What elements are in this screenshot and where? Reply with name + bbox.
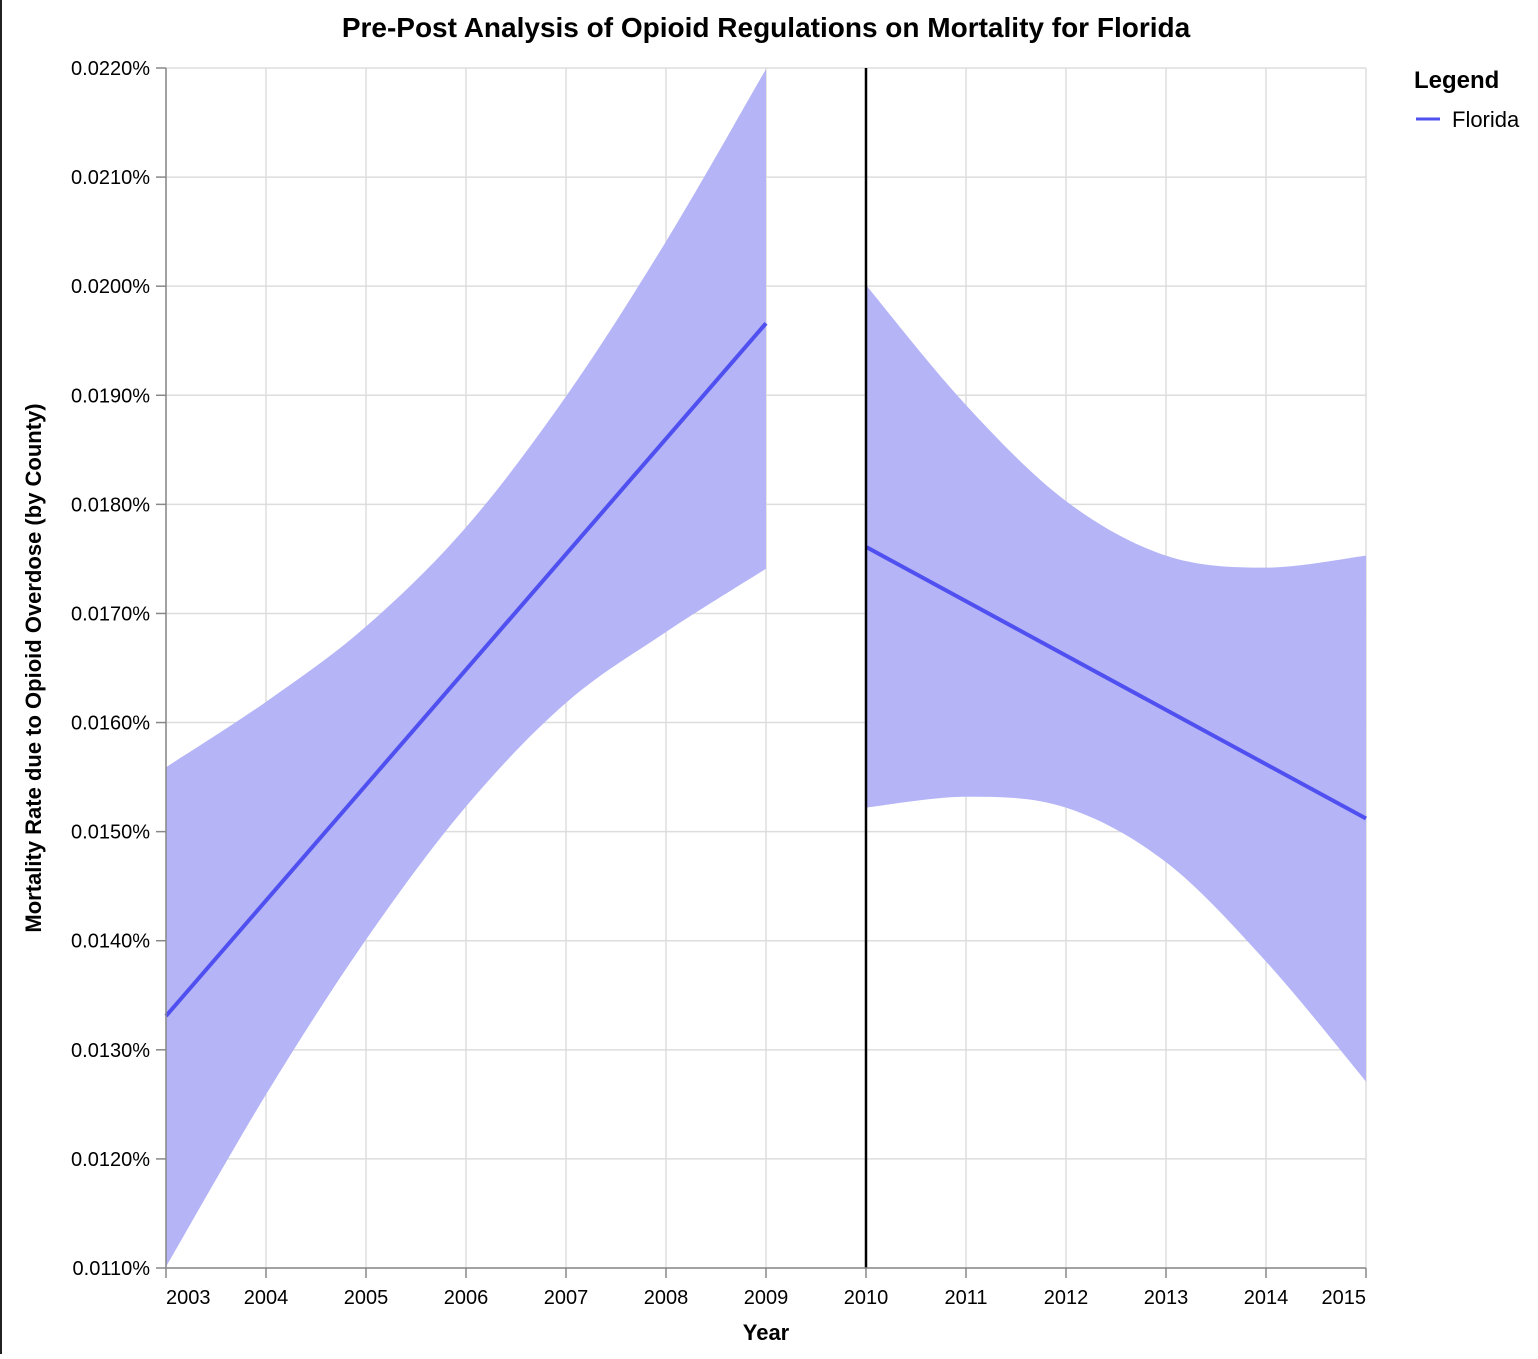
x-axis-label: Year bbox=[743, 1320, 790, 1345]
y-tick-label: 0.0150% bbox=[71, 822, 150, 844]
trend-line-pre bbox=[164, 321, 768, 1018]
y-tick-label: 0.0210% bbox=[71, 167, 150, 189]
y-tick-label: 0.0160% bbox=[71, 713, 150, 735]
x-tick-label: 2014 bbox=[1244, 1287, 1289, 1309]
y-tick-label: 0.0200% bbox=[71, 276, 150, 298]
y-tick-label: 0.0120% bbox=[71, 1149, 150, 1171]
y-tick-label: 0.0130% bbox=[71, 1040, 150, 1062]
y-tick-label: 0.0220% bbox=[71, 58, 150, 80]
x-tick-label: 2013 bbox=[1144, 1287, 1189, 1309]
x-tick-label: 2005 bbox=[344, 1287, 389, 1309]
x-tick-label: 2003 bbox=[166, 1287, 211, 1309]
legend: Legend Florida bbox=[1414, 67, 1520, 132]
y-tick-label: 0.0190% bbox=[71, 385, 150, 407]
axes: 0.0110% 0.0120% 0.0130% 0.0140% 0.0150% 0.016… bbox=[71, 58, 1367, 1309]
x-tick-label: 2006 bbox=[444, 1287, 489, 1309]
x-tick-label: 2007 bbox=[544, 1287, 589, 1309]
y-tick-label: 0.0140% bbox=[71, 931, 150, 953]
x-tick-label: 2010 bbox=[844, 1287, 889, 1309]
y-tick-label: 0.0170% bbox=[71, 603, 150, 625]
trend-line-post bbox=[865, 545, 1367, 821]
x-tick-label: 2004 bbox=[244, 1287, 289, 1309]
trend-lines bbox=[164, 68, 1367, 1268]
legend-title: Legend bbox=[1414, 67, 1499, 94]
x-tick-label: 2009 bbox=[744, 1287, 789, 1309]
x-tick-label: 2015 bbox=[1322, 1287, 1367, 1309]
y-axis-label: Mortality Rate due to Opioid Overdose (b… bbox=[21, 403, 46, 932]
x-tick-label: 2008 bbox=[644, 1287, 689, 1309]
chart-title: Pre-Post Analysis of Opioid Regulations … bbox=[342, 12, 1191, 43]
x-tick-label: 2011 bbox=[944, 1287, 987, 1309]
x-tick-label: 2012 bbox=[1044, 1287, 1089, 1309]
window-edge bbox=[0, 0, 2, 1354]
legend-label-florida: Florida bbox=[1452, 107, 1520, 132]
y-tick-label: 0.0110% bbox=[73, 1258, 151, 1280]
y-tick-label: 0.0180% bbox=[71, 494, 150, 516]
